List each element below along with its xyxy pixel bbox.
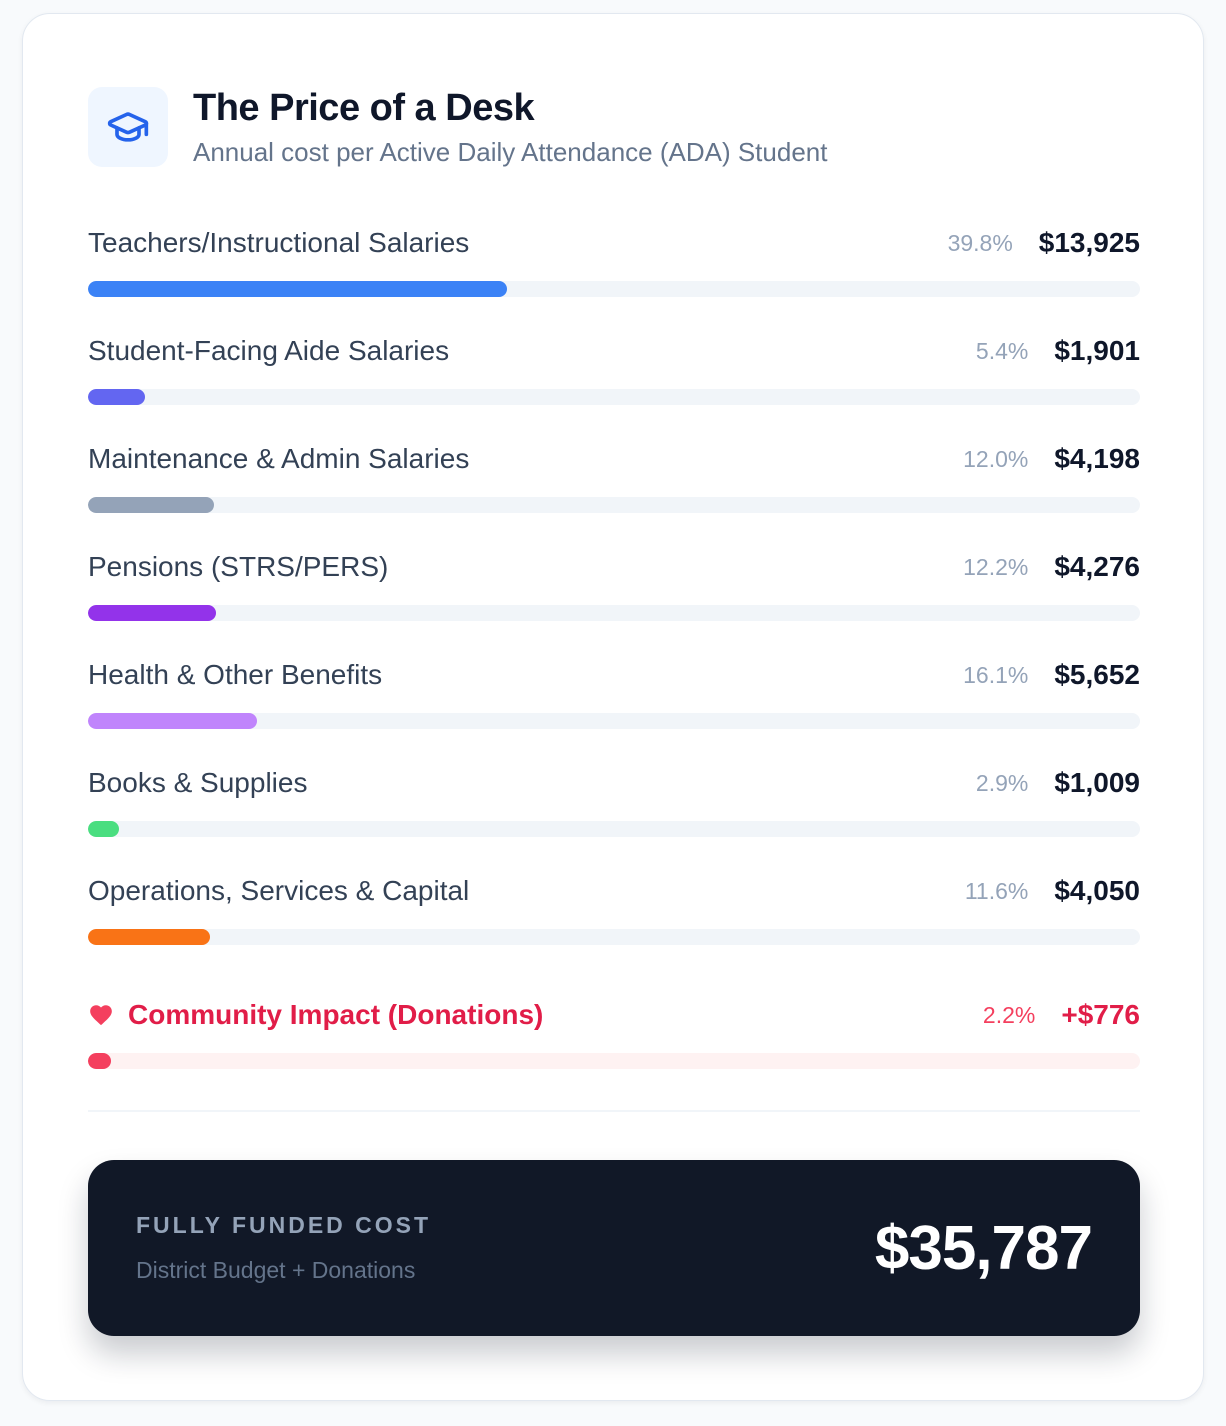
page-title: The Price of a Desk (193, 87, 535, 129)
category-label: Health & Other Benefits (88, 652, 382, 698)
bar-track (88, 281, 1140, 297)
category-label-text: Teachers/Instructional Salaries (88, 227, 470, 258)
bar-track (88, 713, 1140, 729)
bar-fill (88, 497, 215, 513)
bar-track (88, 497, 1140, 513)
row-header: Operations, Services & Capital 11.6% $4,05… (88, 868, 1140, 914)
category-label: Operations, Services & Capital (88, 868, 469, 914)
percent-label: 16.1% (963, 661, 1029, 688)
cost-breakdown-chart: Teachers/Instructional Salaries 39.8% $13,… (88, 220, 1140, 1100)
cost-row: Operations, Services & Capital 11.6% $4,05… (88, 868, 1140, 976)
value-label: $4,050 (1054, 875, 1140, 906)
value-label: $4,198 (1054, 443, 1140, 474)
bar-track (88, 929, 1140, 945)
divider (88, 1110, 1140, 1112)
bar-track (88, 605, 1140, 621)
category-label-text: Health & Other Benefits (88, 659, 383, 690)
title-block: The Price of a Desk Annual cost per Acti… (193, 86, 827, 168)
row-values: 2.2% +$776 (983, 999, 1140, 1031)
total-panel: FULLY FUNDED COST District Budget + Dona… (88, 1160, 1140, 1336)
cost-row: Health & Other Benefits 16.1% $5,652 (88, 652, 1140, 760)
percent-label: 5.4% (975, 337, 1029, 364)
total-label: FULLY FUNDED COST (136, 1212, 432, 1238)
row-header: Pensions (STRS/PERS) 12.2% $4,276 (88, 544, 1140, 590)
icon-box (88, 87, 168, 167)
percent-label: 39.8% (947, 229, 1013, 256)
percent-label: 11.6% (964, 877, 1029, 904)
total-text: FULLY FUNDED COST District Budget + Dona… (136, 1212, 431, 1284)
category-label-text: Maintenance & Admin Salaries (88, 443, 470, 474)
value-label: $1,009 (1054, 767, 1140, 798)
percent-label: 12.2% (963, 553, 1029, 580)
category-label-text: Operations, Services & Capital (88, 875, 470, 906)
row-header: Health & Other Benefits 16.1% $5,652 (88, 652, 1140, 698)
category-label-text: Books & Supplies (88, 767, 308, 798)
row-values: 5.4% $1,901 (976, 335, 1140, 367)
category-label-text: Community Impact (Donations) (128, 999, 544, 1030)
percent-label: 2.9% (975, 769, 1029, 796)
row-values: 12.2% $4,276 (963, 551, 1140, 583)
cost-card: The Price of a Desk Annual cost per Acti… (22, 13, 1204, 1401)
cost-row: Teachers/Instructional Salaries 39.8% $13,… (88, 220, 1140, 328)
row-header: Maintenance & Admin Salaries 12.0% $4,198 (88, 436, 1140, 482)
row-values: 2.9% $1,009 (976, 767, 1140, 799)
value-label: $13,925 (1038, 227, 1140, 258)
value-label: +$776 (1061, 999, 1140, 1030)
bar-fill (88, 1053, 112, 1069)
bar-fill (88, 281, 507, 297)
category-label-text: Pensions (STRS/PERS) (88, 551, 389, 582)
row-values: 16.1% $5,652 (963, 659, 1140, 691)
percent-label: 12.0% (963, 445, 1029, 472)
bar-track (88, 1053, 1140, 1069)
heart-icon (90, 1005, 112, 1026)
cost-row: Pensions (STRS/PERS) 12.2% $4,276 (88, 544, 1140, 652)
graduation-cap-icon (107, 112, 149, 142)
cost-row: Maintenance & Admin Salaries 12.0% $4,198 (88, 436, 1140, 544)
row-header: Books & Supplies 2.9% $1,009 (88, 760, 1140, 806)
row-values: 11.6% $4,050 (965, 875, 1140, 907)
percent-label: 2.2% (982, 1001, 1036, 1028)
category-label: Maintenance & Admin Salaries (88, 436, 469, 482)
bar-fill (88, 605, 217, 621)
bar-fill (88, 929, 211, 945)
category-label: Student-Facing Aide Salaries (88, 328, 449, 374)
row-values: 12.0% $4,198 (963, 443, 1140, 475)
total-value: $35,787 (874, 1213, 1093, 1283)
row-values: 39.8% $13,925 (948, 227, 1140, 259)
cost-row: Student-Facing Aide Salaries 5.4% $1,901 (88, 328, 1140, 436)
bar-fill (88, 821, 119, 837)
category-label: Books & Supplies (88, 760, 307, 806)
bar-fill (88, 713, 258, 729)
community-impact-row: Community Impact (Donations) 2.2% +$776 (88, 992, 1140, 1100)
category-label: Community Impact (Donations) (88, 992, 543, 1038)
value-label: $1,901 (1054, 335, 1140, 366)
card-header: The Price of a Desk Annual cost per Acti… (88, 86, 827, 168)
cost-row: Books & Supplies 2.9% $1,009 (88, 760, 1140, 868)
value-label: $5,652 (1054, 659, 1140, 690)
row-header: Student-Facing Aide Salaries 5.4% $1,901 (88, 328, 1140, 374)
bar-track (88, 389, 1140, 405)
category-label: Pensions (STRS/PERS) (88, 544, 388, 590)
row-header: Community Impact (Donations) 2.2% +$776 (88, 992, 1140, 1038)
row-header: Teachers/Instructional Salaries 39.8% $13,… (88, 220, 1140, 266)
page-subtitle: Annual cost per Active Daily Attendance … (193, 137, 828, 167)
value-label: $4,276 (1054, 551, 1140, 582)
bar-fill (88, 389, 145, 405)
category-label: Teachers/Instructional Salaries (88, 220, 469, 266)
category-label-text: Student-Facing Aide Salaries (88, 335, 450, 366)
bar-track (88, 821, 1140, 837)
total-sublabel: District Budget + Donations (136, 1257, 416, 1283)
